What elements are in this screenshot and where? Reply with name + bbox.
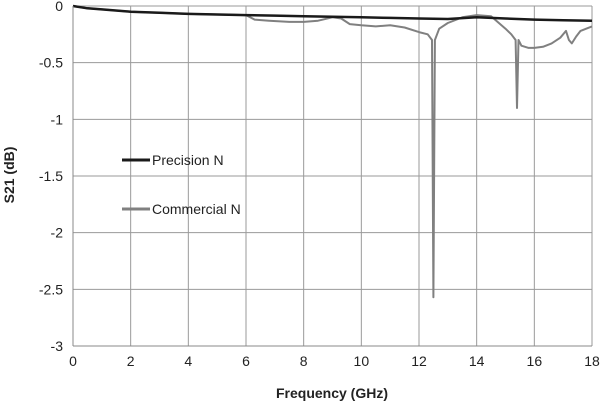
y-tick-label-6: -3 xyxy=(51,338,64,354)
x-tick-label-0: 0 xyxy=(69,353,77,369)
legend-label-precision: Precision N xyxy=(152,152,224,168)
grid xyxy=(72,5,593,347)
y-tick-label-5: -2.5 xyxy=(39,281,63,297)
series-layer xyxy=(72,4,593,299)
series-line-precision-n xyxy=(72,4,593,22)
axes xyxy=(72,6,592,347)
series-line-commercial-n xyxy=(72,5,593,299)
y-tick-label-3: -1.5 xyxy=(39,168,63,184)
y-axis-title: S21 (dB) xyxy=(1,147,17,204)
legend-label-commercial: Commercial N xyxy=(152,201,241,217)
legend: Precision N Commercial N xyxy=(122,152,241,217)
y-tick-label-0: 0 xyxy=(55,0,63,14)
x-tick-labels: 0 2 4 6 8 10 12 14 16 18 xyxy=(69,353,600,369)
x-tick-label-3: 6 xyxy=(242,353,250,369)
y-tick-label-1: -0.5 xyxy=(39,55,63,71)
x-tick-label-7: 14 xyxy=(469,353,485,369)
x-tick-label-2: 4 xyxy=(184,353,192,369)
x-axis-title: Frequency (GHz) xyxy=(276,385,388,401)
x-tick-label-9: 18 xyxy=(584,353,600,369)
x-tick-label-8: 16 xyxy=(527,353,543,369)
y-tick-label-4: -2 xyxy=(51,225,64,241)
y-tick-label-2: -1 xyxy=(51,111,64,127)
x-tick-label-1: 2 xyxy=(127,353,135,369)
y-tick-labels: 0 -0.5 -1 -1.5 -2 -2.5 -3 xyxy=(39,0,63,354)
x-tick-label-6: 12 xyxy=(411,353,427,369)
x-tick-label-5: 10 xyxy=(354,353,370,369)
x-tick-label-4: 8 xyxy=(300,353,308,369)
